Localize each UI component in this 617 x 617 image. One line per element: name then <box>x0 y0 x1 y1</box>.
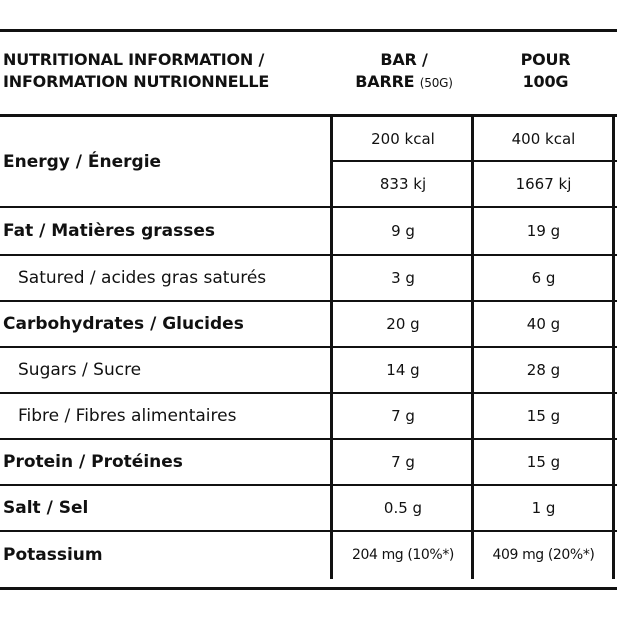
row-label-potassium: Potassium <box>3 545 103 565</box>
row-divider <box>0 254 617 256</box>
header-per100-column: POUR 100G <box>474 40 617 102</box>
row-label-carbohydrates: Carbohydrates / Glucides <box>3 314 244 334</box>
header-nutrition-label: NUTRITIONAL INFORMATION / INFORMATION NU… <box>3 40 328 102</box>
potassium-per100-value: 409 mg (20%*) <box>492 547 595 563</box>
row-label-salt: Salt / Sel <box>3 498 89 518</box>
sugars-bar-value: 14 g <box>386 361 420 379</box>
salt-per100-value: 1 g <box>531 499 556 517</box>
energy-bar-kj: 833 kj <box>379 175 427 193</box>
row-divider <box>0 300 617 302</box>
sugars-per100-value: 28 g <box>526 361 561 379</box>
row-label-fibre: Fibre / Fibres alimentaires <box>18 406 237 426</box>
row-divider <box>0 484 617 486</box>
header-title-french: INFORMATION NUTRIONNELLE <box>3 72 270 91</box>
column-rule-1 <box>330 117 333 579</box>
header-rule <box>0 114 617 117</box>
row-label-sugars: Sugars / Sucre <box>18 360 142 380</box>
saturated-bar-value: 3 g <box>391 269 415 287</box>
potassium-bar-value: 204 mg (10%*) <box>352 547 454 563</box>
energy-per100-kcal: 400 kcal <box>511 129 576 148</box>
header-bar-line2: BARRE (50G) <box>355 71 453 94</box>
row-divider <box>0 206 617 208</box>
energy-split-divider <box>332 160 617 162</box>
protein-bar-value: 7 g <box>391 453 415 471</box>
saturated-per100-value: 6 g <box>531 269 556 287</box>
fibre-per100-value: 15 g <box>526 407 561 425</box>
header-title-english: NUTRITIONAL INFORMATION / <box>3 50 265 69</box>
row-divider <box>0 530 617 532</box>
top-rule <box>0 29 617 32</box>
energy-bar-kcal: 200 kcal <box>371 129 435 148</box>
fat-per100-value: 19 g <box>526 222 561 240</box>
row-divider <box>0 346 617 348</box>
header-bar-column: BAR / BARRE (50G) <box>334 40 474 102</box>
column-rule-2 <box>471 117 474 579</box>
row-label-protein: Protein / Protéines <box>3 452 183 472</box>
row-divider <box>0 438 617 440</box>
row-label-fat: Fat / Matières grasses <box>3 221 215 241</box>
carbohydrates-per100-value: 40 g <box>526 315 561 333</box>
row-divider <box>0 392 617 394</box>
column-rule-3 <box>612 117 615 579</box>
header-bar-word: BARRE <box>355 71 415 91</box>
bottom-rule <box>0 587 617 590</box>
fibre-bar-value: 7 g <box>391 407 415 425</box>
row-label-energy: Energy / Énergie <box>3 151 162 172</box>
header-bar-line1: BAR / <box>380 49 428 69</box>
salt-bar-value: 0.5 g <box>383 499 423 517</box>
fat-bar-value: 9 g <box>391 222 415 240</box>
header-per100-line1: POUR <box>520 50 571 69</box>
header-bar-unit: (50G) <box>419 75 453 90</box>
row-label-saturated: Satured / acides gras saturés <box>18 268 267 288</box>
energy-per100-kj: 1667 kj <box>515 175 572 193</box>
protein-per100-value: 15 g <box>526 453 561 471</box>
header-per100-line2: 100G <box>522 72 569 91</box>
carbohydrates-bar-value: 20 g <box>386 315 420 333</box>
